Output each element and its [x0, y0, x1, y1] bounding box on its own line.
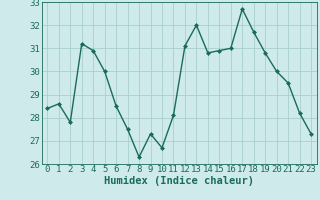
X-axis label: Humidex (Indice chaleur): Humidex (Indice chaleur) — [104, 176, 254, 186]
